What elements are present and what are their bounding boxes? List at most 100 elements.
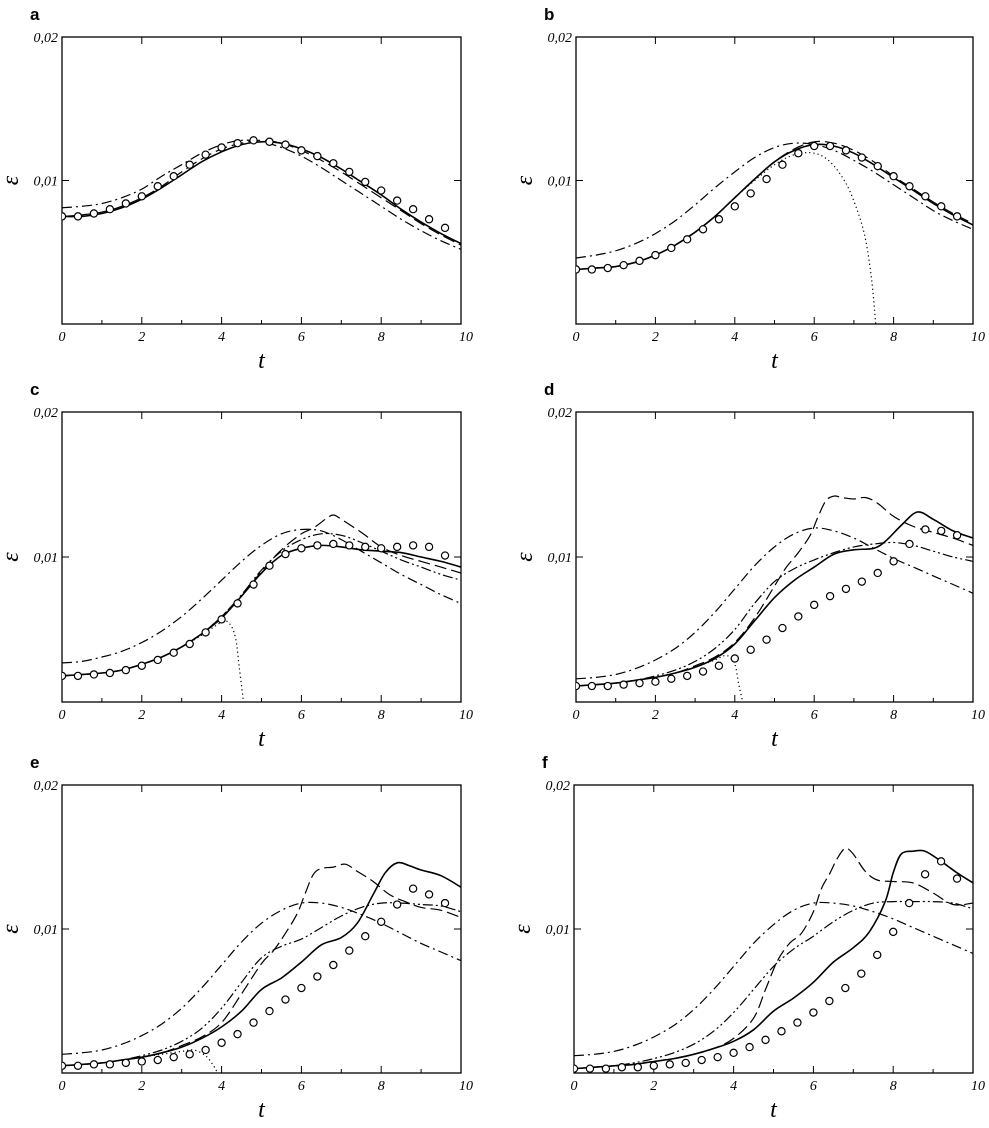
x-tick-label: 8 (378, 708, 385, 723)
x-tick-label: 2 (138, 708, 145, 723)
data-point-marker (587, 681, 597, 691)
x-tick-label: 10 (459, 1079, 473, 1094)
series-line-dashdotdot (62, 532, 461, 677)
data-point-marker (841, 983, 850, 993)
panel-letter: f (542, 753, 548, 772)
data-point-marker (345, 946, 354, 955)
panel-letter: a (30, 5, 40, 24)
data-point-marker (635, 678, 644, 688)
data-point-marker (217, 615, 226, 624)
data-point-marker (937, 526, 946, 536)
series-line-dashed (62, 139, 461, 246)
data-point-marker (169, 648, 178, 657)
plot-frame (61, 784, 462, 1074)
data-point-marker (619, 680, 628, 689)
data-point-marker (169, 1052, 178, 1062)
data-point-marker (281, 995, 290, 1004)
y-tick-label: 0,01 (34, 923, 59, 938)
data-point-marker (217, 143, 226, 152)
data-point-marker (313, 541, 322, 550)
y-axis-label: ε (510, 924, 536, 934)
data-point-marker (952, 874, 962, 883)
data-point-marker (857, 153, 867, 162)
data-point-marker (329, 159, 338, 168)
data-point-marker (665, 1060, 674, 1069)
series-line-dashdotdot (62, 902, 461, 1067)
x-tick-label: 8 (378, 1079, 385, 1094)
y-axis-label: ε (512, 552, 538, 562)
data-point-marker (651, 677, 660, 686)
data-point-marker (714, 661, 724, 670)
series-line-dashdot (62, 139, 461, 250)
data-point-marker (667, 674, 676, 684)
data-point-marker (603, 263, 612, 273)
series-line-dashed (576, 140, 973, 271)
data-point-marker (424, 215, 434, 224)
plot-frame (575, 411, 974, 703)
panel-e: e 0 2 4 6 8 10 0,01 0,02 t ε (0, 753, 473, 1123)
data-point-marker (576, 265, 581, 274)
x-tick-label: 2 (138, 1079, 145, 1094)
data-point-marker (392, 542, 402, 552)
series-line-solid (576, 511, 973, 687)
data-point-marker (778, 160, 787, 169)
data-point-marker (649, 1061, 659, 1071)
data-point-marker (619, 260, 628, 270)
data-point-marker (574, 1064, 579, 1073)
data-point-marker (153, 1055, 162, 1065)
x-axis-label: t (258, 726, 266, 752)
plot-frame (61, 411, 462, 703)
y-tick-label: 0,02 (548, 406, 573, 421)
series-line-solid (62, 544, 461, 677)
data-point-marker (313, 972, 322, 981)
y-tick-label: 0,01 (546, 923, 571, 938)
data-point-marker (585, 1064, 595, 1073)
x-tick-label: 0 (59, 1079, 66, 1094)
x-tick-label: 8 (378, 330, 385, 345)
data-point-marker (361, 177, 370, 187)
data-point-marker (89, 209, 99, 218)
data-point-marker (889, 927, 898, 937)
x-tick-label: 8 (890, 1079, 897, 1094)
x-tick-label: 8 (890, 330, 897, 345)
y-axis-label: ε (512, 175, 538, 185)
data-point-marker (825, 141, 835, 151)
series-line-dashdot (576, 142, 973, 259)
y-axis-label: ε (0, 924, 24, 934)
data-point-marker (249, 136, 258, 145)
data-point-marker (265, 137, 274, 146)
x-tick-label: 10 (459, 330, 473, 345)
data-point-marker (587, 265, 597, 274)
panel-letter: b (544, 5, 554, 24)
data-point-marker (105, 1060, 115, 1069)
series-line-dotted (576, 152, 877, 324)
x-tick-label: 8 (890, 708, 897, 723)
plot-frame (575, 36, 974, 325)
x-tick-label: 4 (218, 708, 225, 723)
x-tick-label: 4 (731, 330, 738, 345)
y-tick-label: 0,02 (548, 31, 573, 46)
series-line-dashed (574, 847, 973, 1070)
data-point-marker (265, 561, 274, 570)
data-point-marker (905, 539, 914, 549)
data-point-marker (89, 670, 99, 679)
data-point-marker (73, 671, 83, 681)
data-point-marker (297, 146, 306, 155)
data-point-marker (281, 549, 290, 559)
data-point-marker (698, 225, 708, 234)
data-point-marker (682, 671, 692, 681)
x-axis-label: t (770, 1097, 778, 1123)
data-point-marker (121, 665, 131, 675)
data-point-marker (810, 141, 819, 151)
data-point-marker (153, 182, 162, 191)
data-point-marker (137, 1057, 146, 1066)
data-point-marker (265, 1006, 274, 1016)
data-point-marker (377, 186, 386, 195)
panel-letter: d (544, 380, 554, 399)
data-point-marker (762, 635, 771, 644)
data-point-marker (730, 202, 740, 211)
y-tick-label: 0,01 (34, 175, 59, 190)
series-line-dashed (62, 863, 461, 1067)
data-point-marker (825, 591, 835, 601)
